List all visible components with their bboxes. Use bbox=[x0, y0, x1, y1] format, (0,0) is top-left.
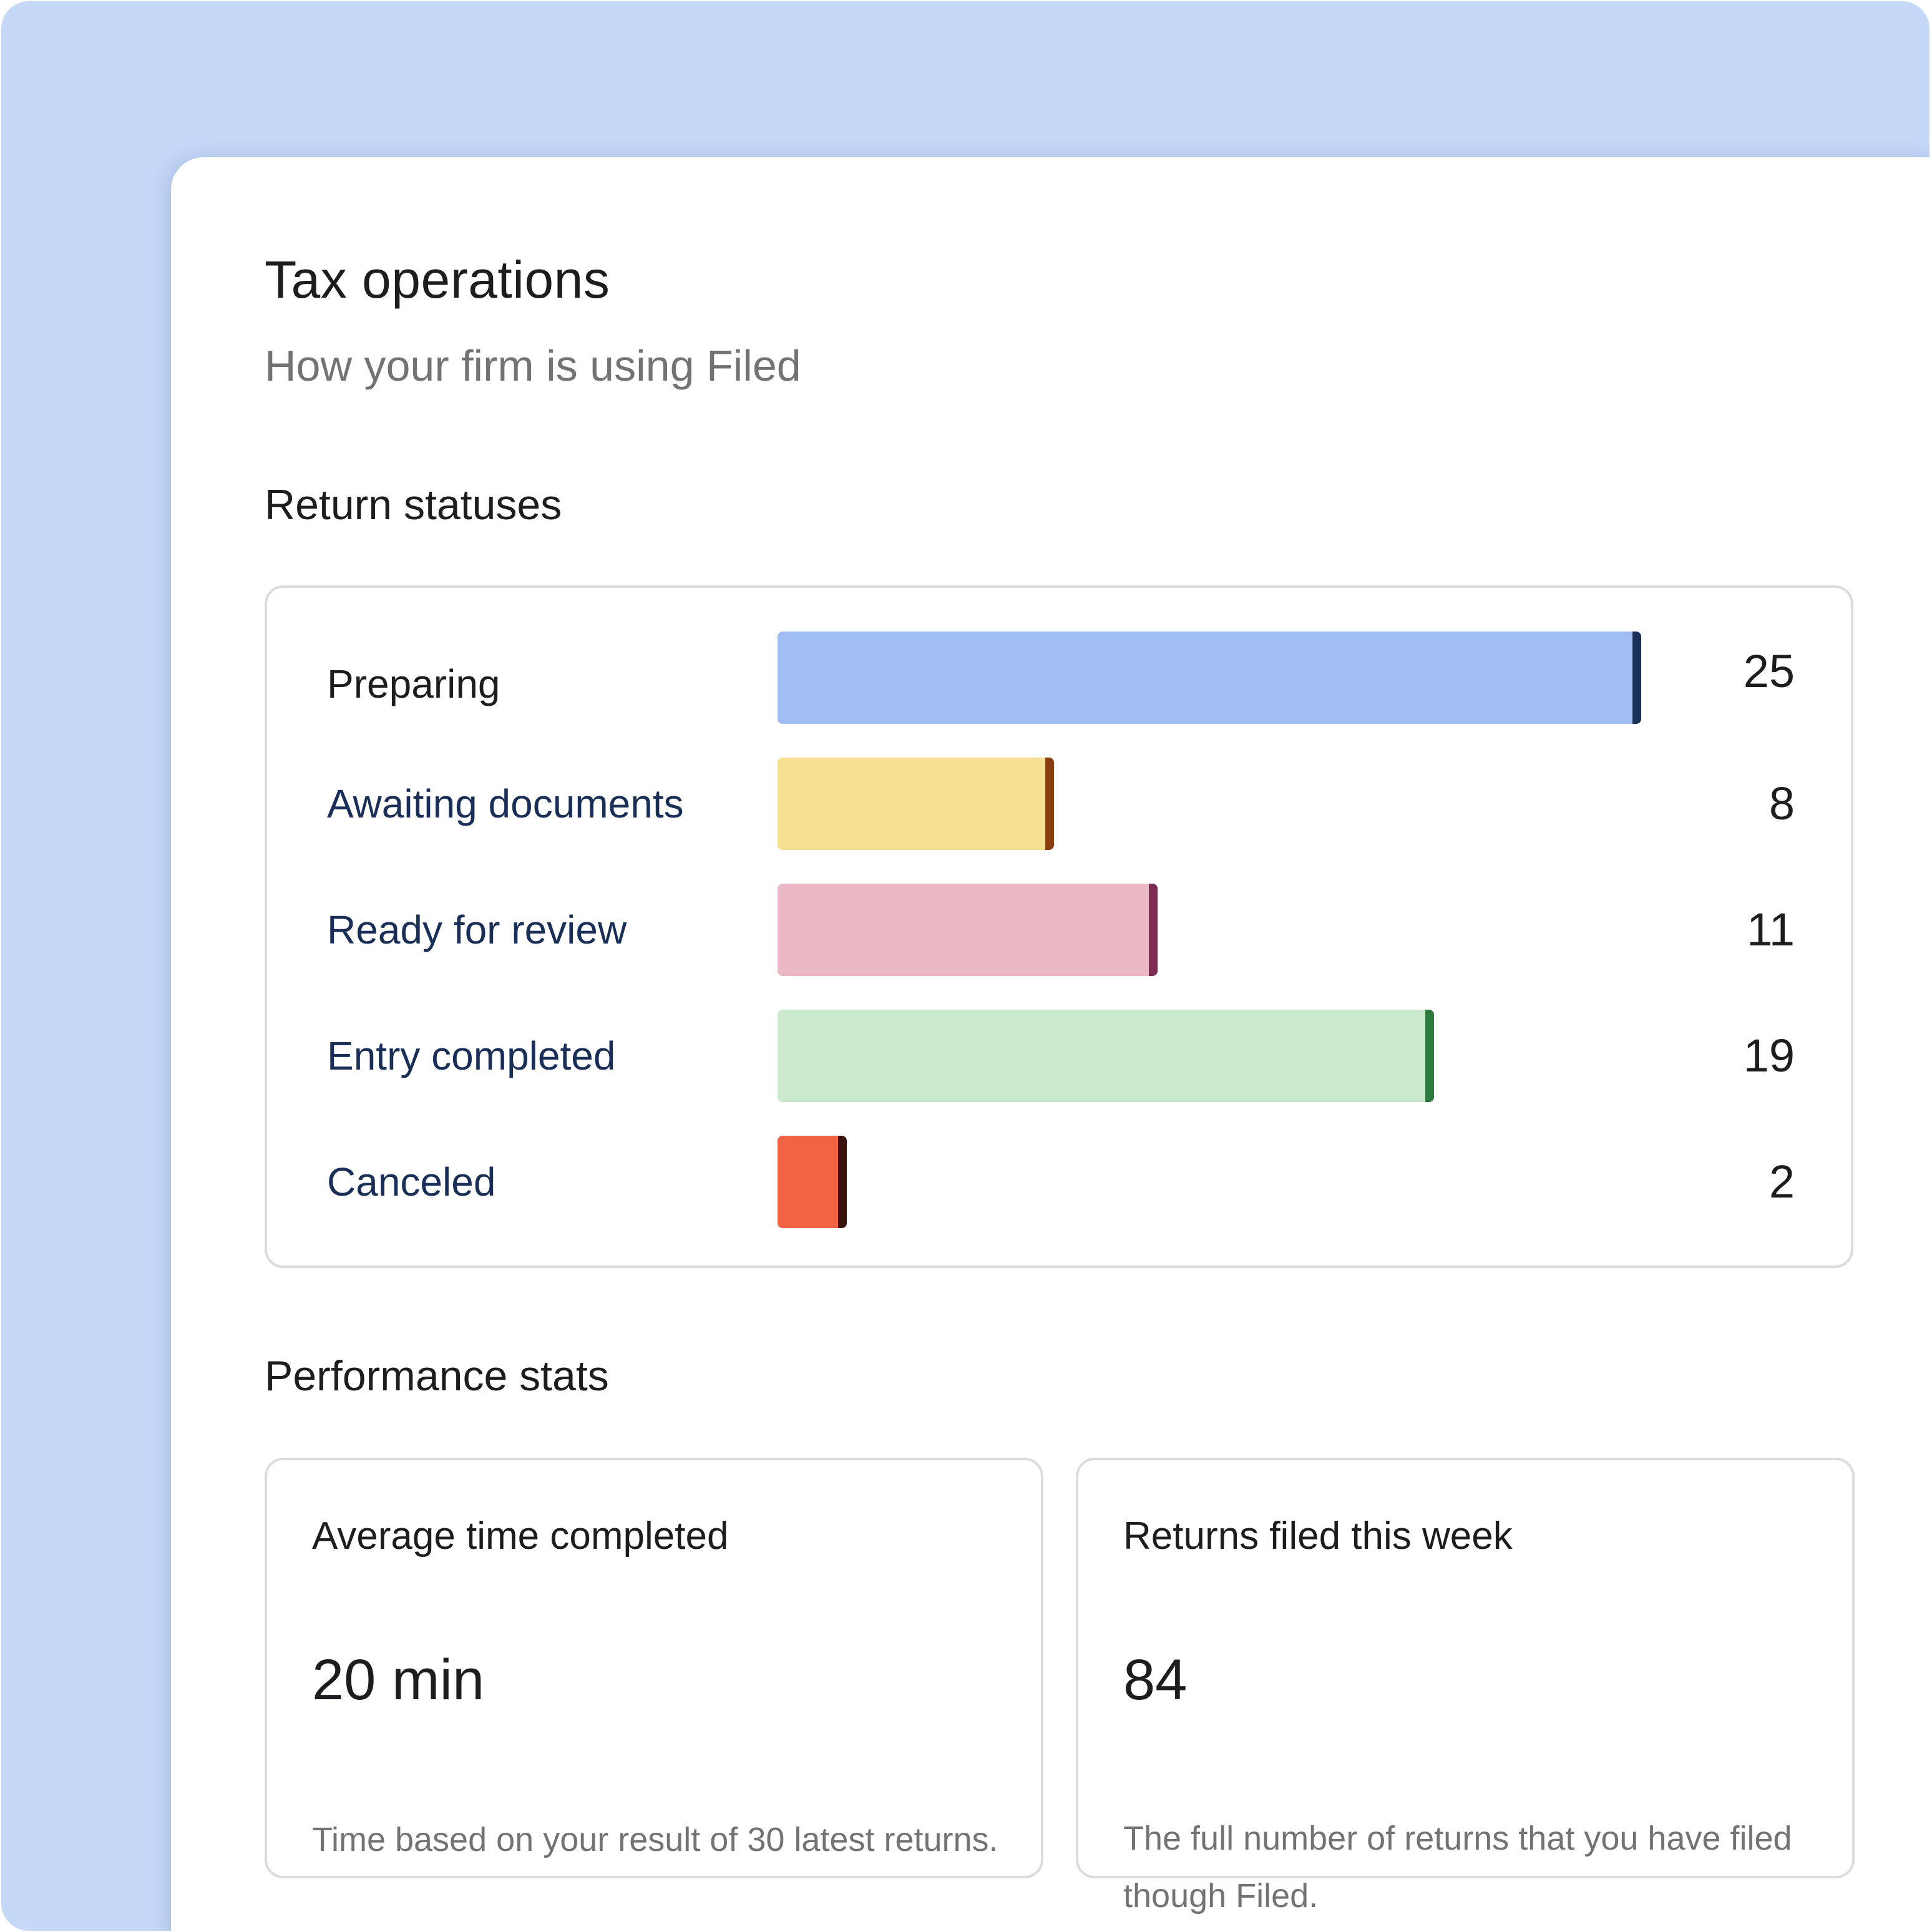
stat-card-average-time[interactable]: Average time completed 20 min Time based… bbox=[265, 1458, 1043, 1878]
status-row-awaiting-documents[interactable]: Awaiting documents 8 bbox=[267, 758, 1851, 850]
stat-card-returns-filed[interactable]: Returns filed this week 84 The full numb… bbox=[1076, 1458, 1855, 1915]
bar-track bbox=[778, 632, 1736, 724]
bar-track bbox=[778, 758, 1736, 850]
status-count: 2 bbox=[1769, 1156, 1795, 1208]
status-bar-preparing bbox=[778, 632, 1641, 724]
status-label: Preparing bbox=[327, 661, 500, 706]
dashboard-panel: Tax operations How your firm is using Fi… bbox=[171, 157, 1930, 1931]
stat-description: The full number of returns that you have… bbox=[1123, 1820, 1792, 1915]
bar-track bbox=[778, 884, 1736, 976]
status-bar-awaiting-documents bbox=[778, 758, 1054, 850]
status-row-ready-for-review[interactable]: Ready for review 11 bbox=[267, 884, 1851, 976]
status-row-canceled[interactable]: Canceled 2 bbox=[267, 1136, 1851, 1228]
stat-label: Average time completed bbox=[312, 1515, 729, 1558]
stat-label: Returns filed this week bbox=[1123, 1515, 1513, 1558]
status-count: 25 bbox=[1743, 645, 1795, 697]
status-row-preparing[interactable]: Preparing 25 bbox=[267, 632, 1851, 724]
status-bar-ready-for-review bbox=[778, 884, 1158, 976]
stat-value: 20 min bbox=[312, 1648, 485, 1712]
status-label: Awaiting documents bbox=[327, 781, 684, 826]
status-label: Ready for review bbox=[327, 907, 627, 952]
status-count: 8 bbox=[1769, 778, 1795, 829]
status-label: Canceled bbox=[327, 1159, 496, 1204]
page-title: Tax operations bbox=[265, 250, 610, 309]
performance-stats-title: Performance stats bbox=[265, 1352, 609, 1400]
status-bar-entry-completed bbox=[778, 1010, 1434, 1102]
status-count: 19 bbox=[1743, 1030, 1795, 1081]
status-label: Entry completed bbox=[327, 1033, 616, 1078]
return-statuses-card: Preparing 25 Awaiting documents 8 Ready … bbox=[265, 585, 1853, 1268]
stat-description: Time based on your result of 30 latest r… bbox=[312, 1821, 998, 1858]
status-bar-canceled bbox=[778, 1136, 847, 1228]
stat-value: 84 bbox=[1123, 1648, 1188, 1712]
bar-track bbox=[778, 1010, 1736, 1102]
return-statuses-title: Return statuses bbox=[265, 481, 562, 529]
page-subtitle: How your firm is using Filed bbox=[265, 341, 801, 390]
status-row-entry-completed[interactable]: Entry completed 19 bbox=[267, 1010, 1851, 1102]
bar-track bbox=[778, 1136, 1736, 1228]
status-count: 11 bbox=[1747, 904, 1795, 955]
